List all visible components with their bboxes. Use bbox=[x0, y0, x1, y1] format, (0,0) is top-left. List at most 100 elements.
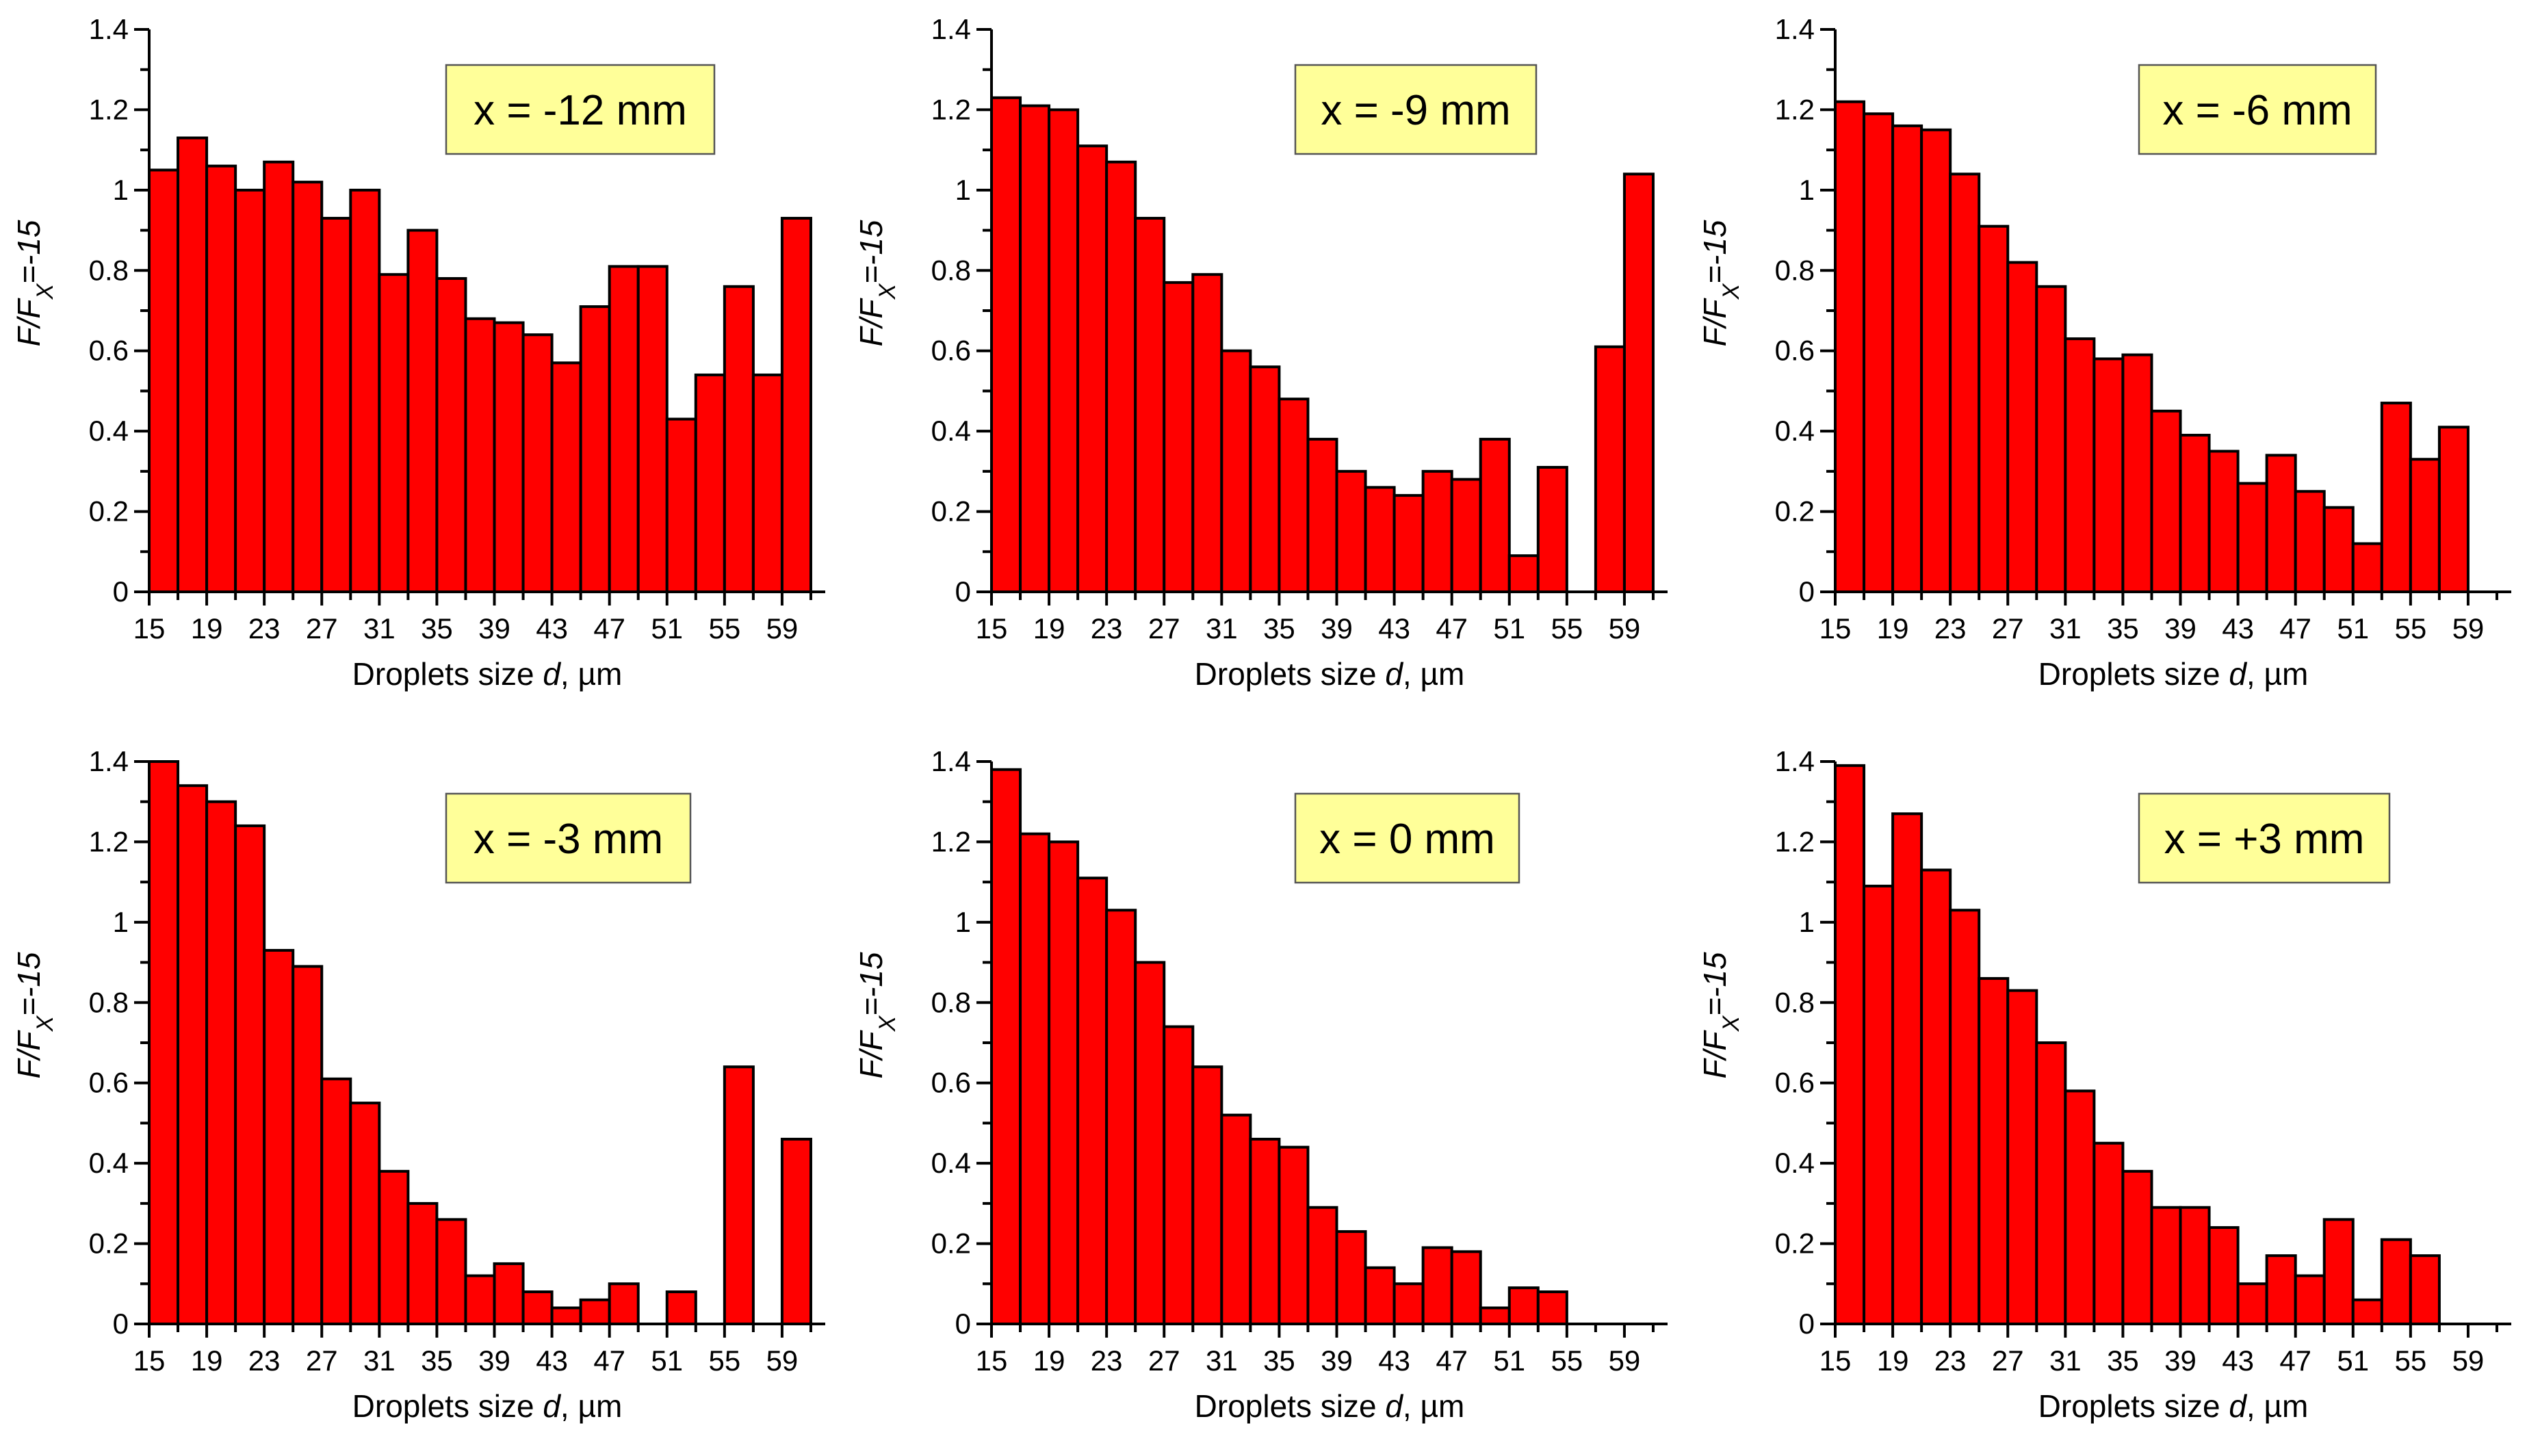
bar-35 bbox=[435, 1218, 467, 1326]
x-tick-label: 39 bbox=[2164, 612, 2196, 645]
bar-47 bbox=[608, 265, 640, 593]
y-tick-label: 1 bbox=[113, 906, 129, 938]
x-tick-label: 43 bbox=[2222, 1344, 2254, 1377]
bar-27 bbox=[2006, 261, 2038, 593]
x-tick-label: 31 bbox=[363, 612, 396, 645]
annotation-box bbox=[2138, 64, 2377, 155]
bar-15 bbox=[990, 768, 1022, 1325]
y-tick-label: 0.6 bbox=[89, 335, 129, 367]
bar-51 bbox=[665, 1290, 697, 1325]
bar-45 bbox=[1421, 1246, 1453, 1326]
x-tick-label: 47 bbox=[2279, 612, 2311, 645]
x-tick-label: 59 bbox=[766, 612, 799, 645]
bar-57 bbox=[1594, 345, 1626, 593]
y-tick-label: 1.2 bbox=[89, 825, 129, 857]
x-tick-label: 35 bbox=[2107, 612, 2139, 645]
bar-15 bbox=[148, 760, 180, 1325]
y-tick-label: 1 bbox=[1799, 174, 1815, 206]
x-tick-label: 27 bbox=[306, 612, 338, 645]
y-axis-title: F/FX=-15 bbox=[853, 220, 900, 346]
bar-51 bbox=[2351, 1298, 2383, 1326]
annotation-box bbox=[2138, 792, 2391, 884]
y-tick-label: 0.4 bbox=[89, 415, 129, 447]
x-tick-label: 35 bbox=[421, 612, 453, 645]
y-tick-label: 0.6 bbox=[931, 1067, 971, 1099]
bar-49 bbox=[2322, 1218, 2355, 1326]
bar-25 bbox=[291, 181, 324, 594]
annotation-label: x = -3 mm bbox=[474, 816, 663, 863]
bar-45 bbox=[2265, 1254, 2297, 1325]
chart-panel-top-left: 0 0.2 0.4 0.6 0.8 1 1.2 1.4 15 19 23 27 31 35 39 43 47 51… bbox=[11, 13, 825, 692]
y-tick-label: 1 bbox=[955, 906, 971, 938]
bar-23 bbox=[1949, 172, 1981, 594]
x-axis-title: Droplets size d, µm bbox=[352, 1388, 623, 1424]
x-tick-label: 23 bbox=[1091, 612, 1123, 645]
bar-37 bbox=[2150, 1206, 2182, 1325]
bar-33 bbox=[1249, 1137, 1281, 1326]
x-tick-label: 39 bbox=[1321, 1344, 1353, 1377]
y-tick-label: 1 bbox=[113, 174, 129, 206]
x-tick-label: 27 bbox=[1992, 1344, 2024, 1377]
y-tick-label: 1.4 bbox=[931, 13, 971, 45]
y-tick-label: 0.2 bbox=[89, 1227, 129, 1260]
x-tick-label: 31 bbox=[1206, 1344, 1238, 1377]
x-tick-label: 51 bbox=[2337, 1344, 2369, 1377]
bar-45 bbox=[1421, 469, 1453, 593]
x-tick-label: 39 bbox=[478, 612, 510, 645]
bar-57 bbox=[2437, 426, 2470, 593]
x-tick-label: 23 bbox=[1934, 1344, 1967, 1377]
bar-53 bbox=[2380, 402, 2412, 593]
bar-23 bbox=[1105, 160, 1137, 593]
bar-29 bbox=[1191, 273, 1223, 593]
bar-55 bbox=[723, 285, 755, 593]
x-tick-label: 51 bbox=[2337, 612, 2369, 645]
y-tick-label: 1.4 bbox=[89, 745, 129, 777]
bar-25 bbox=[1978, 224, 2010, 593]
y-tick-label: 0 bbox=[955, 575, 971, 608]
bar-27 bbox=[1163, 1025, 1195, 1325]
y-axis-title: F/FX=-15 bbox=[11, 220, 58, 346]
y-axis-title: F/FX=-15 bbox=[1697, 220, 1744, 346]
bar-21 bbox=[1920, 128, 1952, 594]
bar-39 bbox=[2179, 1206, 2211, 1325]
bar-17 bbox=[1019, 832, 1051, 1325]
x-tick-label: 35 bbox=[2107, 1344, 2139, 1377]
bar-55 bbox=[723, 1065, 755, 1325]
y-tick-label: 0.4 bbox=[89, 1147, 129, 1179]
x-tick-label: 23 bbox=[248, 1344, 281, 1377]
x-tick-label: 15 bbox=[976, 612, 1008, 645]
bar-41 bbox=[2207, 450, 2240, 593]
y-axis-title: F/FX=-15 bbox=[853, 952, 900, 1078]
x-tick-label: 15 bbox=[1819, 612, 1852, 645]
annotation-label: x = -12 mm bbox=[474, 87, 687, 134]
x-tick-label: 15 bbox=[1819, 1344, 1852, 1377]
bar-33 bbox=[406, 1201, 439, 1326]
bar-37 bbox=[2150, 409, 2182, 593]
annotation-box bbox=[1294, 792, 1520, 884]
annotation-label: x = -9 mm bbox=[1321, 87, 1510, 134]
x-tick-label: 27 bbox=[1148, 612, 1180, 645]
x-tick-label: 39 bbox=[1321, 612, 1353, 645]
y-tick-label: 0.4 bbox=[1775, 1147, 1815, 1179]
y-tick-label: 0.8 bbox=[89, 254, 129, 286]
x-tick-label: 51 bbox=[651, 612, 683, 645]
x-tick-label: 55 bbox=[1551, 1344, 1583, 1377]
bar-21 bbox=[234, 824, 266, 1325]
bar-43 bbox=[1392, 494, 1425, 593]
x-tick-label: 59 bbox=[2452, 1344, 2485, 1377]
x-tick-label: 19 bbox=[1877, 612, 1909, 645]
y-tick-label: 0.6 bbox=[1775, 1067, 1815, 1099]
bar-53 bbox=[694, 373, 726, 593]
x-tick-label: 51 bbox=[651, 1344, 683, 1377]
x-tick-label: 27 bbox=[1992, 612, 2024, 645]
y-tick-label: 0.4 bbox=[931, 415, 971, 447]
bar-25 bbox=[1978, 977, 2010, 1325]
y-axis-title: F/FX=-15 bbox=[11, 952, 58, 1078]
x-tick-label: 51 bbox=[1493, 1344, 1525, 1377]
bar-35 bbox=[435, 277, 467, 593]
x-tick-label: 43 bbox=[536, 1344, 568, 1377]
bar-59 bbox=[780, 1137, 812, 1326]
x-tick-label: 59 bbox=[2452, 612, 2485, 645]
bar-43 bbox=[550, 1306, 582, 1325]
annotation-box bbox=[1294, 64, 1538, 155]
